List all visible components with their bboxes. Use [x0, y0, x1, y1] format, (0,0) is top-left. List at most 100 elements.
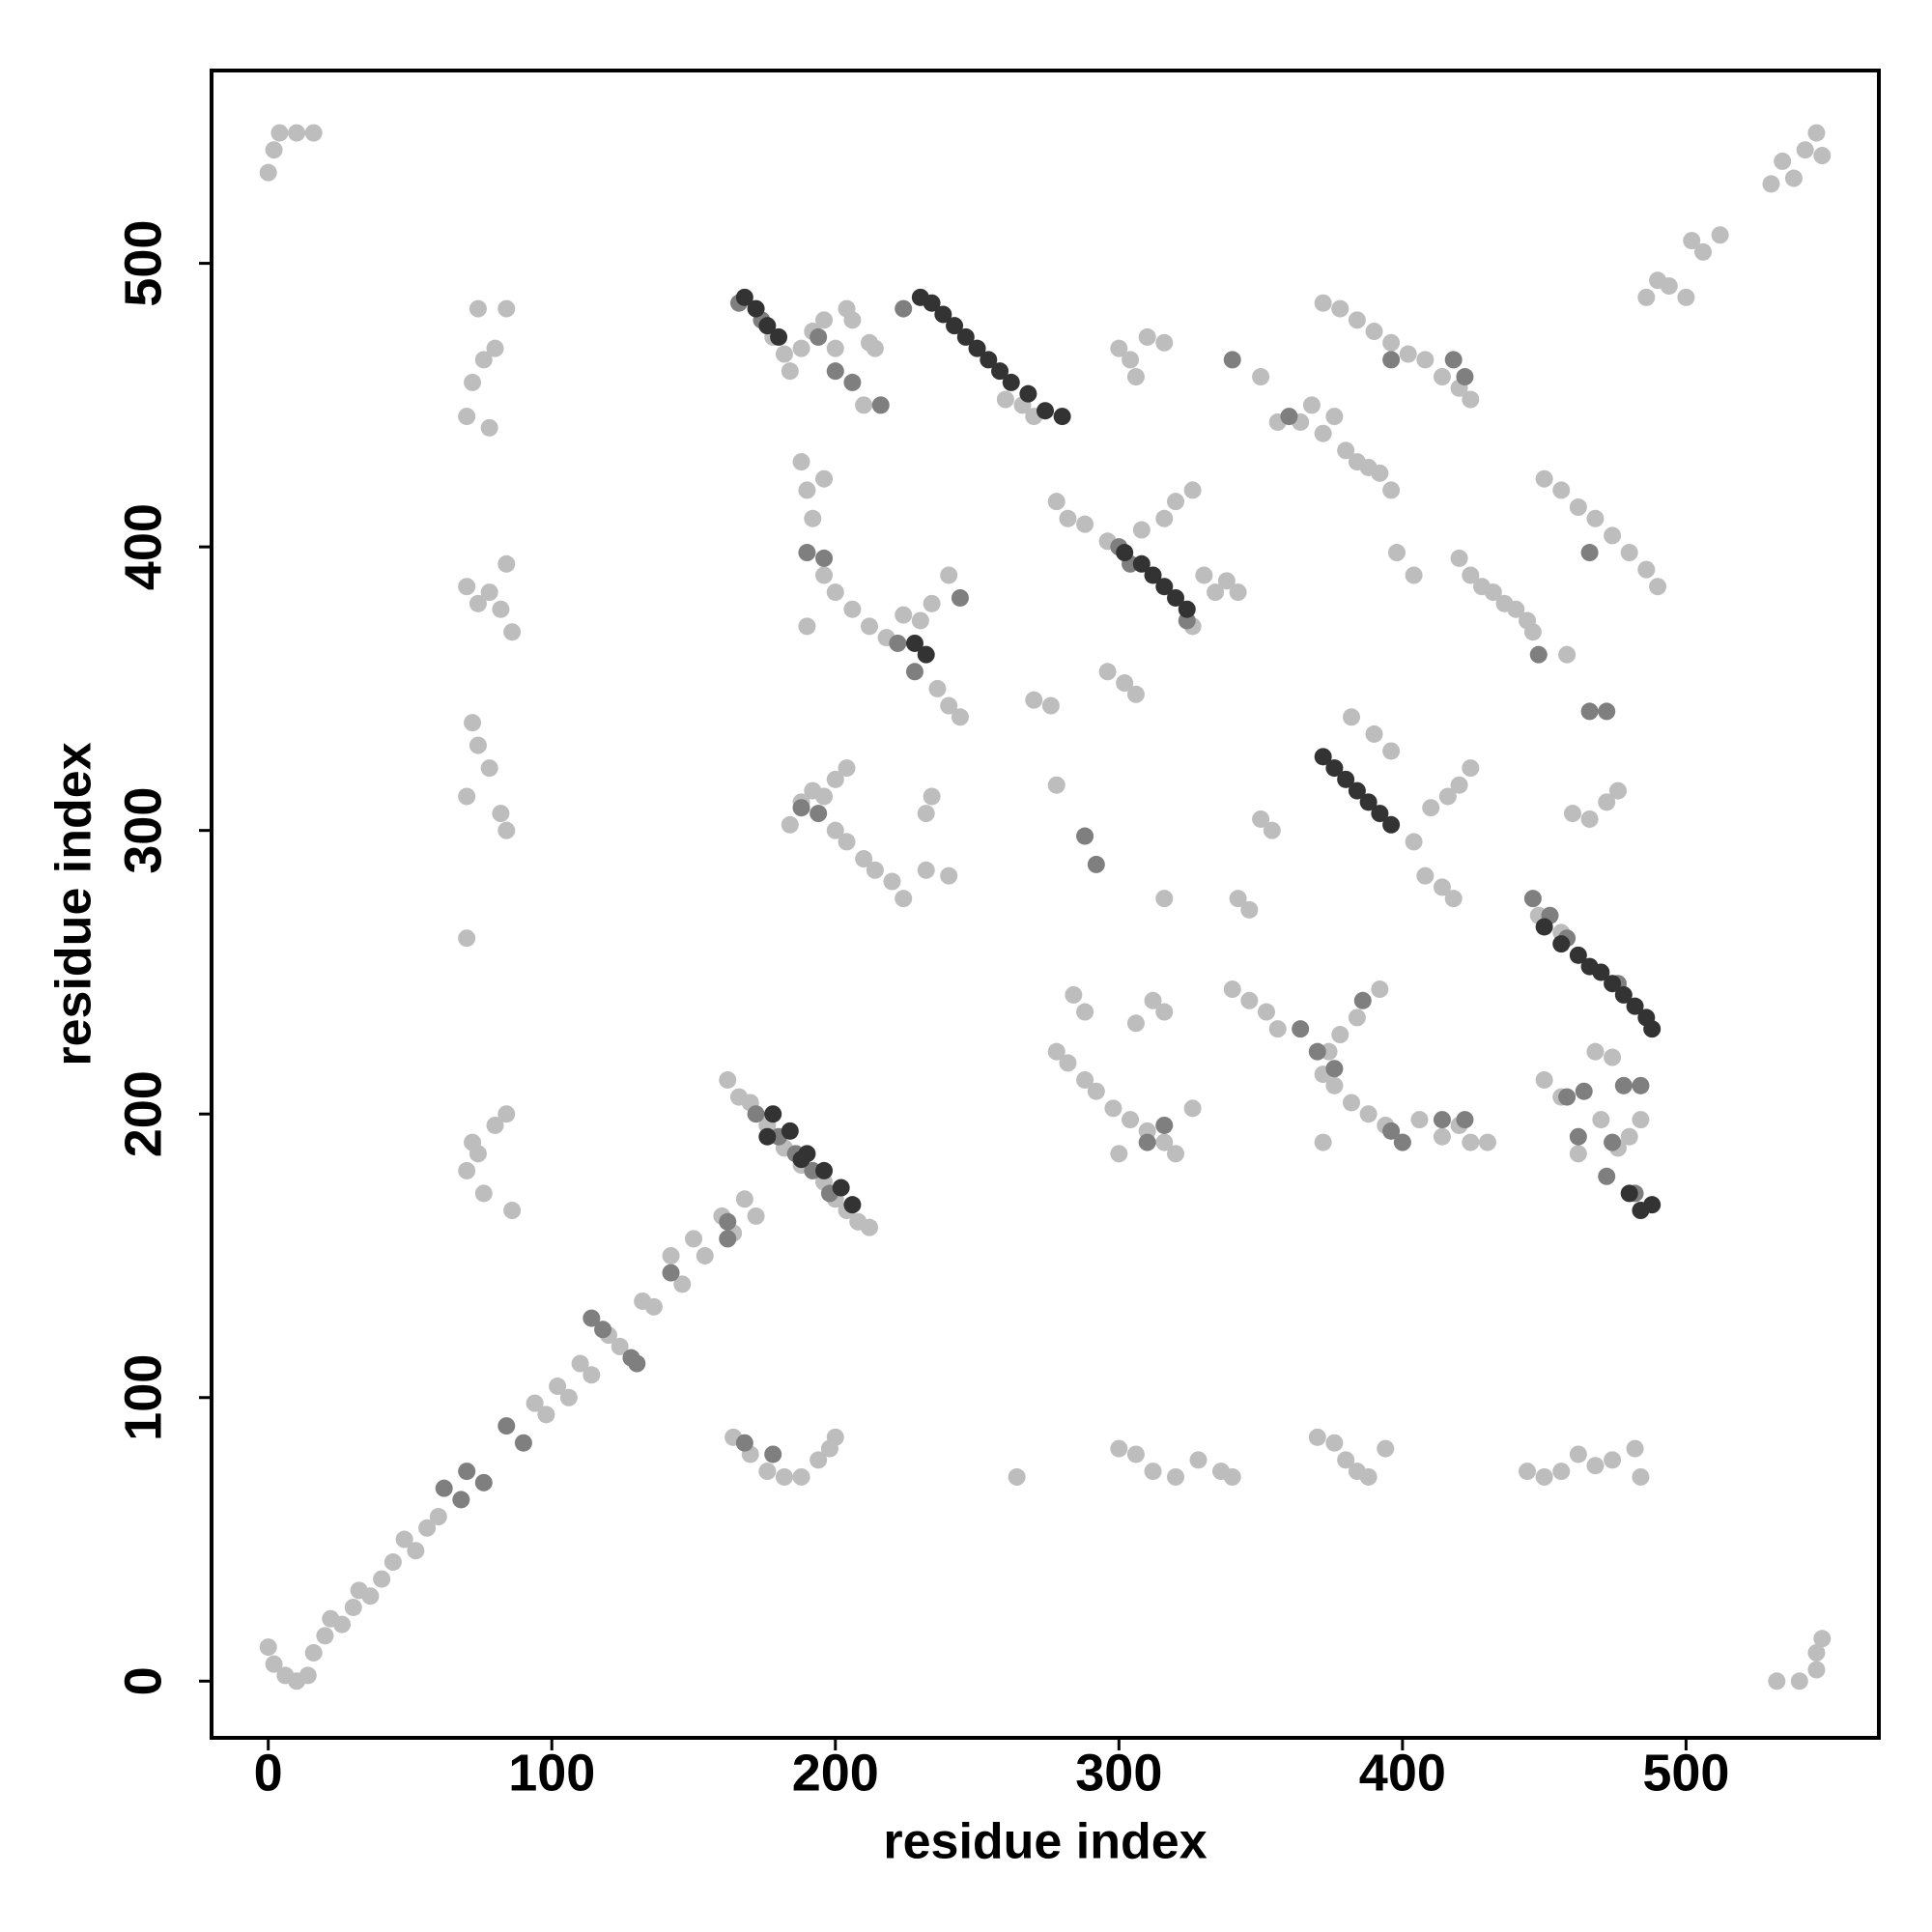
point	[889, 634, 907, 652]
point	[1110, 339, 1128, 357]
point	[1223, 1467, 1241, 1486]
point	[526, 1394, 544, 1412]
point	[1422, 799, 1440, 817]
point	[991, 362, 1009, 381]
point	[951, 588, 969, 607]
point	[1784, 169, 1803, 187]
point	[480, 759, 498, 778]
point	[792, 339, 810, 357]
point	[1371, 464, 1389, 482]
point	[1604, 975, 1622, 993]
point	[1359, 793, 1378, 811]
point	[662, 1246, 680, 1264]
point	[815, 787, 834, 806]
point	[435, 1479, 453, 1497]
point	[537, 1406, 555, 1424]
point	[1183, 481, 1202, 499]
point	[1807, 1661, 1826, 1679]
point	[1110, 1145, 1128, 1163]
point	[344, 1598, 362, 1616]
point	[781, 815, 799, 834]
point	[1462, 759, 1480, 778]
point	[1126, 1014, 1145, 1033]
point	[1268, 1020, 1287, 1038]
point	[1167, 588, 1185, 607]
point	[758, 317, 777, 335]
point	[1382, 481, 1401, 499]
point	[594, 1321, 612, 1339]
point	[861, 617, 879, 636]
point	[764, 1445, 782, 1463]
point	[719, 1070, 737, 1089]
point	[1223, 351, 1241, 369]
point	[474, 1473, 493, 1492]
point	[1569, 1445, 1587, 1463]
point	[1620, 1184, 1638, 1203]
point	[469, 736, 487, 754]
point	[895, 299, 913, 318]
point	[474, 1184, 493, 1203]
point	[905, 634, 923, 652]
point	[895, 890, 913, 908]
x-tick-label: 0	[254, 1744, 283, 1802]
point	[946, 317, 964, 335]
point	[1126, 1445, 1145, 1463]
point	[792, 453, 810, 471]
point	[905, 663, 923, 681]
point	[1138, 327, 1156, 346]
point	[1104, 1099, 1122, 1118]
point	[458, 1463, 476, 1481]
point	[855, 396, 873, 414]
point	[497, 1105, 516, 1123]
point	[1257, 1003, 1275, 1021]
point	[815, 311, 834, 329]
point	[407, 1542, 425, 1560]
point	[685, 1230, 703, 1248]
point	[497, 821, 516, 839]
point	[883, 872, 901, 891]
point	[1382, 351, 1401, 369]
point	[497, 554, 516, 573]
point	[1059, 509, 1077, 527]
point	[1122, 1111, 1140, 1129]
point	[951, 708, 969, 726]
plot-frame	[210, 69, 1881, 1740]
point	[810, 1451, 828, 1469]
point	[719, 1212, 737, 1231]
point	[1433, 1127, 1451, 1146]
point	[871, 396, 890, 414]
point	[492, 600, 510, 618]
point	[895, 606, 913, 624]
point	[1263, 821, 1281, 839]
point	[1116, 674, 1134, 693]
point	[1325, 1434, 1344, 1452]
point	[1575, 1082, 1593, 1100]
point	[843, 600, 862, 618]
point	[781, 362, 799, 381]
point	[464, 373, 482, 391]
point	[1632, 1076, 1650, 1094]
point	[480, 418, 498, 437]
y-tick-label: 300	[114, 787, 172, 874]
x-tick-label: 200	[792, 1744, 879, 1802]
point	[1519, 1463, 1537, 1481]
point	[1416, 351, 1435, 369]
point	[1405, 833, 1423, 851]
point	[514, 1434, 532, 1452]
point	[265, 141, 283, 159]
point	[549, 1378, 567, 1396]
point	[775, 1467, 793, 1486]
point	[474, 351, 493, 369]
point	[1626, 997, 1644, 1015]
point	[747, 1105, 765, 1123]
point	[469, 594, 487, 612]
point	[1660, 277, 1678, 296]
point	[1353, 991, 1372, 1009]
point	[1569, 498, 1587, 517]
point	[1535, 918, 1553, 936]
point	[758, 1463, 777, 1481]
point	[1132, 554, 1151, 573]
point	[1371, 980, 1389, 999]
point	[747, 1207, 765, 1225]
point	[917, 861, 935, 879]
